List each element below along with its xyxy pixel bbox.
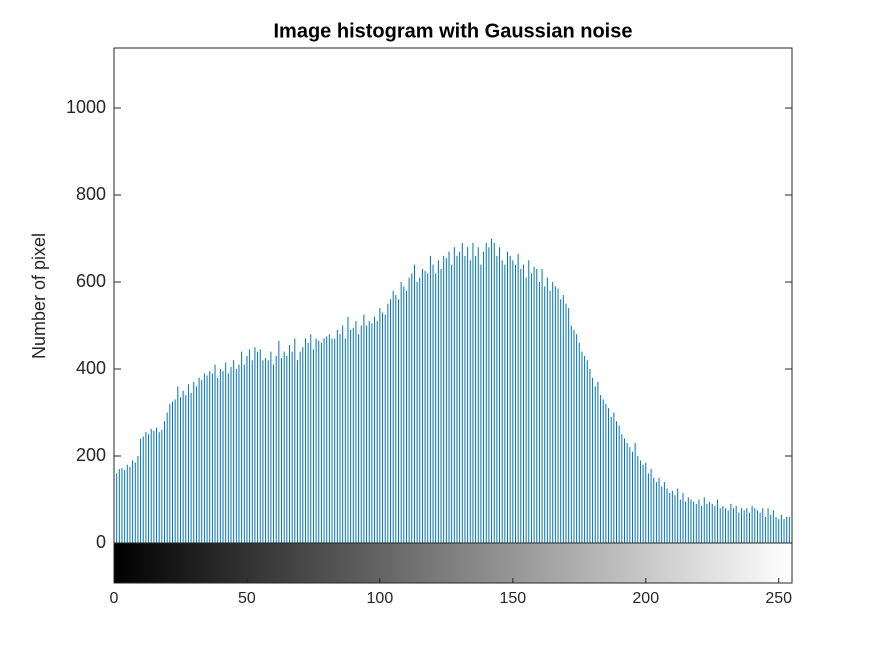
stems [114, 48, 792, 543]
y-axis-label: Number of pixel [29, 233, 49, 359]
x-tick-label: 200 [632, 590, 659, 607]
colorbar [113, 542, 793, 584]
y-tick-label: 1000 [66, 97, 106, 117]
chart-title: Image histogram with Gaussian noise [274, 20, 633, 42]
y-tick-label: 0 [96, 532, 106, 552]
y-tick-label: 200 [76, 445, 106, 465]
y-tick-label: 800 [76, 184, 106, 204]
x-tick-label: 0 [110, 590, 119, 607]
x-tick-label: 150 [499, 590, 526, 607]
x-tick-label: 100 [367, 590, 394, 607]
x-tick-label: 250 [765, 590, 792, 607]
x-tick-label: 50 [238, 590, 256, 607]
y-tick-label: 400 [76, 358, 106, 378]
y-tick-label: 600 [76, 271, 106, 291]
axes: 0 200 400 600 800 1000 0 50 100 150 200 250 [66, 97, 792, 607]
